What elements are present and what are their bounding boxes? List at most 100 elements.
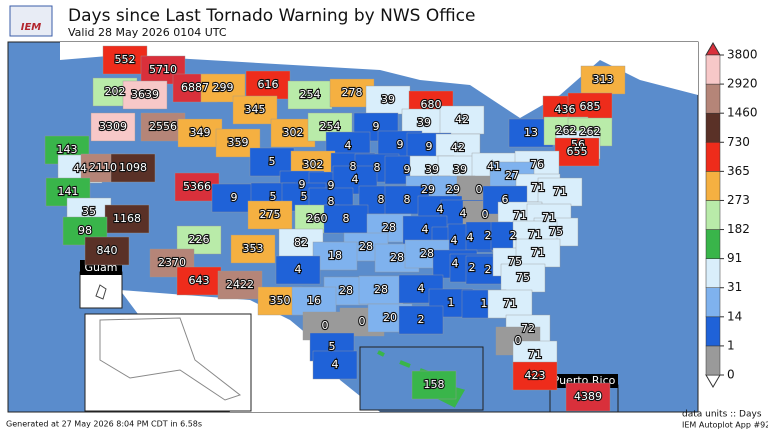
office-label: 260 [307,212,328,225]
office-region [411,370,457,400]
office-label: 29 [446,183,460,196]
offices [44,45,626,412]
office-label: 350 [270,294,291,307]
office-label: 16 [307,294,321,307]
office-label: 9 [373,120,380,133]
office-label: 1 [481,297,488,310]
office-region [287,80,333,110]
office-region [567,92,613,122]
office-label: 685 [580,100,601,113]
office-label: 5710 [149,63,177,76]
office-label: 28 [374,283,388,296]
office-label: 436 [555,103,576,116]
office-label: 0 [515,334,522,347]
office-label: 345 [245,103,266,116]
office-label: 4 [345,139,352,152]
colorbar-segment [705,142,721,172]
office-label: 4 [460,207,467,220]
office-label: 8 [378,193,385,206]
office-label: 39 [453,163,467,176]
office-label: 349 [190,126,211,139]
office-label: 71 [513,209,527,222]
office-label: 71 [528,348,542,361]
colorbar-tick-label: 0 [727,368,735,382]
office-label: 27 [505,169,519,182]
office-label: 9 [328,179,335,192]
colorbar-tick-label: 3800 [727,48,758,62]
office-label: 39 [381,93,395,106]
office-label: 98 [78,224,92,237]
office-region [291,286,337,316]
office-region [554,137,600,167]
office-label: 262 [556,124,577,137]
office-label: 0 [322,319,329,332]
office-label: 5366 [183,180,211,193]
office-label: 5 [270,190,277,203]
office-label: 2 [485,229,492,242]
colorbar-segment [705,316,721,347]
office-label: 158 [424,378,445,391]
office-label: 4 [467,231,474,244]
office-region [565,382,611,412]
office-label: 1098 [119,161,147,174]
office-label: 56 [571,138,585,151]
office-label: 71 [542,211,556,224]
office-label: 299 [213,81,234,94]
office-label: 254 [300,88,321,101]
office-region [122,80,168,110]
office-label: 254 [320,120,341,133]
office-label: 9 [426,140,433,153]
office-label: 143 [57,143,78,156]
colorbar-segment [705,54,721,85]
office-region [312,350,358,380]
office-region [217,270,263,300]
office-region [358,275,404,305]
office-region [398,305,444,335]
office-label: 2556 [149,120,177,133]
colorbar: 0 1 14 31 91 182 273 365 730 1460 2920 3800 [705,42,758,388]
office-label: 2 [510,229,517,242]
office-label: 4 [437,203,444,216]
office-label: 278 [342,86,363,99]
office-label: 9 [299,178,306,191]
office-label: 28 [339,284,353,297]
office-label: 29 [421,183,435,196]
alaska [99,317,242,401]
office-region [537,177,583,207]
office-label: 5 [329,340,336,353]
office-label: 75 [516,271,530,284]
office-label: 0 [359,315,366,328]
office-label: 71 [531,181,545,194]
office-label: 9 [231,191,238,204]
office-label: 71 [528,228,542,241]
colorbar-segment [705,200,721,230]
office-label: 262 [580,125,601,138]
office-region [487,289,533,319]
office-label: 0 [476,183,483,196]
office-label: 18 [328,249,342,262]
office-label: 8 [328,195,335,208]
office-label: 1168 [113,212,141,225]
office-region [515,238,561,268]
office-label: 6 [502,193,509,206]
office-region [247,200,293,230]
colorbar-tick-label: 273 [727,193,750,207]
office-label: 552 [115,53,136,66]
office-label: 42 [455,113,469,126]
office-region [500,263,546,293]
colorbar-segment [705,83,721,114]
office-label: 2 [418,313,425,326]
office-label: 35 [82,205,96,218]
office-label: 0 [482,208,489,221]
footer-generated: Generated at 27 May 2026 8:04 PM CDT in … [6,420,202,429]
office-region [90,112,136,142]
subtitle: Valid 28 May 2026 0104 UTC [68,26,227,39]
office-label: 226 [189,233,210,246]
colorbar-tick-label: 1 [727,338,735,352]
office-label: 2370 [158,256,186,269]
office-region [439,105,485,135]
office-label: 4 [451,234,458,247]
office-label: 3639 [131,88,159,101]
